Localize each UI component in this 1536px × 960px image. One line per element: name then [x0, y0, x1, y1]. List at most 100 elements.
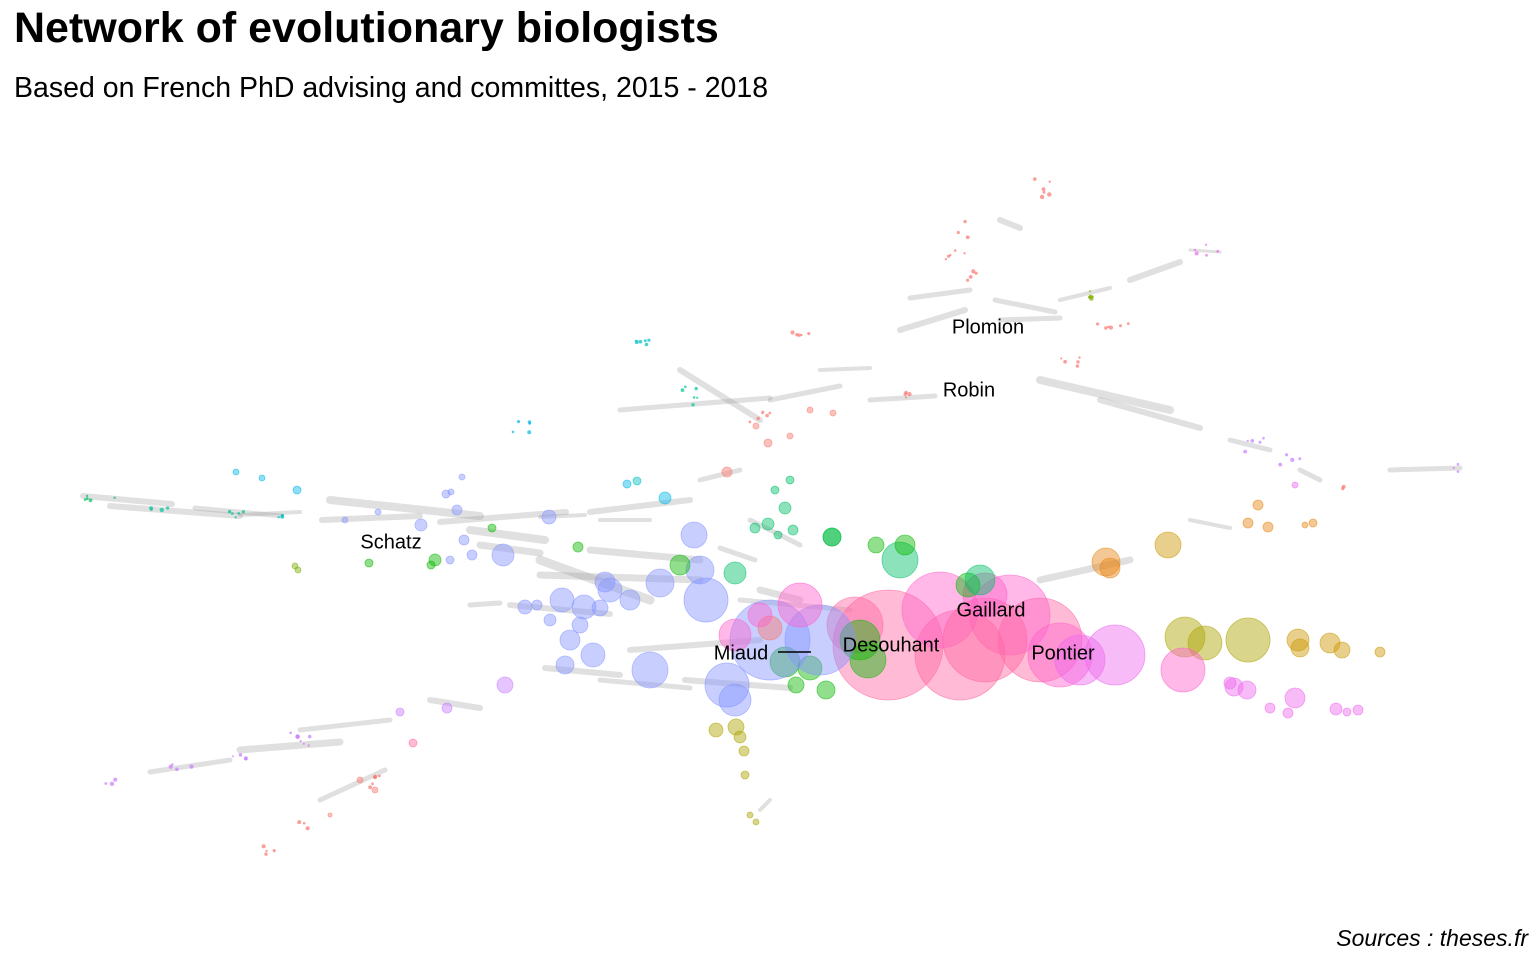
network-node [658, 491, 672, 505]
network-node [1119, 324, 1122, 328]
network-node [1033, 177, 1037, 181]
edge-bundle [427, 697, 483, 711]
edge-bundle [697, 467, 743, 483]
network-node [1063, 359, 1067, 364]
network-node [1039, 194, 1045, 200]
edge-bundle [437, 509, 569, 525]
network-node [1091, 295, 1094, 298]
chart-caption: Sources : theses.fr [1336, 925, 1528, 951]
network-node [669, 554, 691, 576]
network-node [302, 742, 305, 745]
network-node [241, 510, 246, 514]
network-node [1333, 641, 1351, 659]
network-node [491, 543, 515, 567]
network-node [1225, 617, 1271, 663]
network-node [1456, 470, 1460, 473]
node-label-plomion: Plomion [952, 316, 1024, 338]
network-node [765, 413, 769, 418]
network-node [691, 403, 695, 407]
network-node [966, 278, 970, 282]
network-node [761, 410, 765, 414]
node-label-miaud: Miaud [714, 642, 768, 664]
network-node [907, 392, 912, 397]
edge-bundle [997, 217, 1023, 231]
network-node [1048, 180, 1051, 183]
network-node [292, 485, 302, 495]
network-node [277, 515, 280, 519]
network-node [704, 662, 750, 708]
network-node [231, 512, 234, 515]
edge-bundle [192, 505, 285, 519]
network-node [238, 753, 243, 757]
network-node [234, 516, 237, 519]
network-node [955, 572, 981, 598]
network-node [632, 476, 642, 486]
network-node [265, 849, 268, 853]
network-node [83, 498, 87, 501]
network-node [622, 479, 632, 489]
edge-bundle [1036, 556, 1134, 584]
network-node [1352, 704, 1364, 716]
network-node [969, 574, 1051, 656]
network-node [1096, 322, 1100, 326]
network-node [795, 333, 799, 337]
network-node [822, 527, 842, 547]
network-node [740, 770, 750, 780]
network-node [1154, 531, 1182, 559]
network-node [738, 745, 750, 757]
network-node [168, 764, 173, 769]
network-node [953, 249, 957, 252]
network-node [964, 564, 996, 596]
network-node [496, 676, 514, 694]
edge-bundle [476, 541, 544, 557]
network-node [451, 504, 463, 516]
node-label-schatz: Schatz [360, 531, 421, 553]
network-node [718, 683, 752, 717]
network-node [543, 613, 557, 627]
network-node [1243, 449, 1248, 454]
network-node [511, 430, 515, 434]
network-node [85, 497, 89, 501]
network-node [826, 596, 884, 654]
edge-bundle [767, 383, 843, 403]
network-node [227, 509, 232, 514]
network-node [1456, 462, 1460, 466]
network-node [756, 416, 760, 421]
network-node [777, 582, 823, 628]
network-node [634, 340, 639, 345]
network-node [1374, 646, 1386, 658]
network-node [571, 616, 589, 634]
network-node [1286, 628, 1310, 652]
network-node [1290, 457, 1295, 462]
edge-bundle [1227, 437, 1273, 453]
network-node [971, 269, 976, 274]
network-node [1076, 360, 1080, 364]
edge-bundle [758, 798, 772, 812]
edge-bundle [907, 287, 973, 301]
edge-bundle [818, 366, 872, 372]
network-node [1099, 557, 1121, 579]
edge-bundle [1127, 259, 1183, 283]
network-node [790, 330, 795, 335]
network-node [166, 506, 170, 510]
edge-bundle [677, 367, 763, 423]
network-node [395, 707, 405, 717]
network-node [829, 409, 837, 417]
network-node [113, 496, 116, 499]
network-node [619, 589, 641, 611]
network-node [307, 744, 310, 747]
network-node [371, 786, 379, 794]
network-node [378, 774, 381, 778]
network-node [1298, 457, 1302, 461]
network-node [1047, 192, 1052, 197]
network-node [487, 523, 497, 533]
network-node [839, 619, 881, 661]
network-node [1290, 638, 1310, 658]
network-node [1193, 248, 1197, 252]
network-node [305, 826, 310, 831]
network-node [441, 702, 453, 714]
network-node [1205, 243, 1208, 246]
network-node [1041, 187, 1046, 192]
network-node [559, 629, 581, 651]
network-node [549, 587, 575, 613]
